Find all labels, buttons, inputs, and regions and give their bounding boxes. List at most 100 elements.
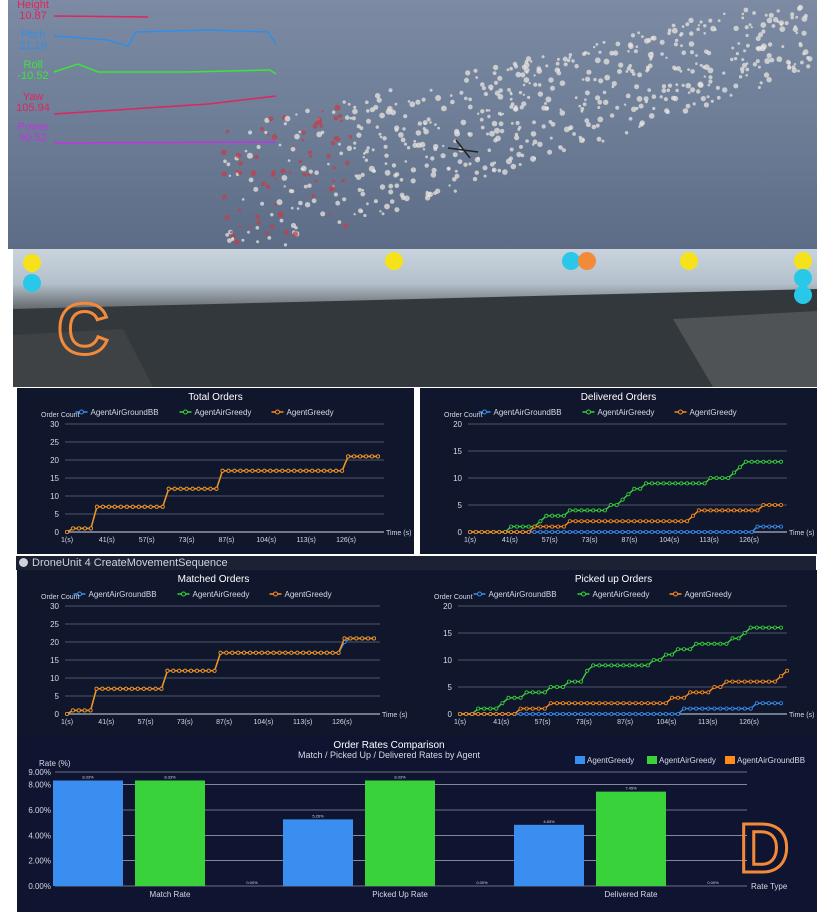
- drone-dot: [482, 165, 488, 171]
- telemetry-label: Yaw: [22, 91, 44, 103]
- data-point: [657, 658, 662, 663]
- data-point: [542, 690, 547, 695]
- data-point: [615, 711, 620, 716]
- drone-dot: [632, 72, 636, 76]
- drone-dot: [767, 42, 773, 47]
- telemetry-sparkline: [53, 95, 277, 115]
- drone-dot: [766, 53, 772, 59]
- data-point: [196, 486, 201, 491]
- drone-dot: [403, 142, 408, 146]
- drone-dot: [549, 136, 553, 140]
- data-point: [520, 529, 525, 534]
- data-point: [773, 524, 778, 529]
- drone-dot: [745, 74, 748, 77]
- data-point: [271, 650, 276, 655]
- drone-dot: [585, 76, 591, 82]
- drone-dot: [748, 23, 752, 27]
- drone-dot: [537, 141, 543, 147]
- legend-marker: [183, 409, 188, 415]
- data-point: [536, 711, 541, 716]
- drone-dot: [450, 99, 455, 105]
- bar-value-label: 8.33%: [82, 774, 94, 779]
- drone-dot: [410, 178, 416, 184]
- drone-dot: [480, 125, 485, 130]
- drone-dot: [687, 91, 691, 94]
- drone-dot: [280, 168, 286, 174]
- map-marker-icon: [578, 252, 596, 270]
- drone-dot: [645, 65, 650, 70]
- data-point: [736, 706, 741, 711]
- drone-dot: [623, 103, 627, 106]
- chart-title: Picked up Orders: [575, 574, 652, 585]
- data-point: [369, 454, 374, 459]
- data-point: [679, 529, 684, 534]
- drone-dot: [617, 69, 622, 74]
- data-point: [742, 706, 747, 711]
- data-point: [579, 508, 584, 513]
- drone-dot: [673, 42, 679, 47]
- telemetry-value: -10.52: [17, 70, 49, 82]
- drone-dot: [595, 95, 601, 101]
- data-point: [548, 685, 553, 690]
- data-point: [661, 519, 666, 524]
- drone-3d-view[interactable]: [8, 0, 817, 249]
- data-point: [694, 690, 699, 695]
- data-point: [70, 708, 75, 713]
- drone-dot: [422, 127, 426, 131]
- drone-dot: [699, 20, 703, 24]
- drone-dot: [429, 121, 432, 124]
- drone-dot: [479, 117, 484, 122]
- drone-dot: [627, 50, 630, 53]
- data-point: [468, 529, 473, 534]
- drone-dot: [771, 24, 776, 28]
- x-tick-label: 1(s): [61, 719, 73, 726]
- telemetry-item-pitch: Pitch 21.19: [10, 30, 56, 52]
- drone-dot: [247, 230, 250, 234]
- data-point: [503, 529, 508, 534]
- data-point: [633, 711, 638, 716]
- x-tick-label: 87(s): [216, 719, 232, 726]
- drone-dot: [394, 172, 400, 177]
- drone-dot: [342, 100, 346, 104]
- map-marker-icon: [23, 274, 41, 292]
- drone-dot: [363, 213, 367, 218]
- data-point: [736, 636, 741, 641]
- data-point: [491, 529, 496, 534]
- drone-dot: [671, 23, 676, 28]
- x-tick-label: 87(s): [218, 537, 234, 544]
- drone-dot: [284, 115, 291, 122]
- drone-dot: [611, 81, 617, 87]
- data-point: [643, 529, 648, 534]
- drone-dot: [597, 99, 603, 105]
- telemetry-item-height: Height 10.87: [10, 0, 56, 22]
- data-point: [675, 647, 680, 652]
- drone-dot: [798, 43, 803, 48]
- city-3d-view[interactable]: C: [13, 249, 817, 387]
- data-point: [772, 679, 777, 684]
- drone-dot: [580, 106, 585, 111]
- data-point: [585, 711, 590, 716]
- drone-dot: [603, 58, 610, 65]
- data-point: [614, 529, 619, 534]
- data-point: [160, 504, 165, 509]
- drone-dot: [255, 214, 260, 219]
- data-point: [342, 636, 347, 641]
- drone-dot: [277, 211, 284, 218]
- bar-value-label: 8.33%: [394, 774, 406, 779]
- drone-dot: [294, 133, 300, 140]
- drone-dot: [764, 13, 768, 17]
- drone-dot: [283, 243, 288, 247]
- drone-dot: [303, 184, 308, 189]
- data-point: [274, 468, 279, 473]
- drone-dot: [481, 86, 486, 91]
- drone-dot: [498, 121, 504, 127]
- drone-dot: [509, 147, 514, 152]
- drone-dot: [745, 67, 750, 72]
- drone-dot: [584, 90, 590, 96]
- drone-dot: [758, 32, 763, 38]
- drone-dot: [667, 28, 672, 33]
- legend-marker: [477, 591, 482, 597]
- data-point: [153, 686, 158, 691]
- data-point: [65, 711, 70, 716]
- data-point: [485, 529, 490, 534]
